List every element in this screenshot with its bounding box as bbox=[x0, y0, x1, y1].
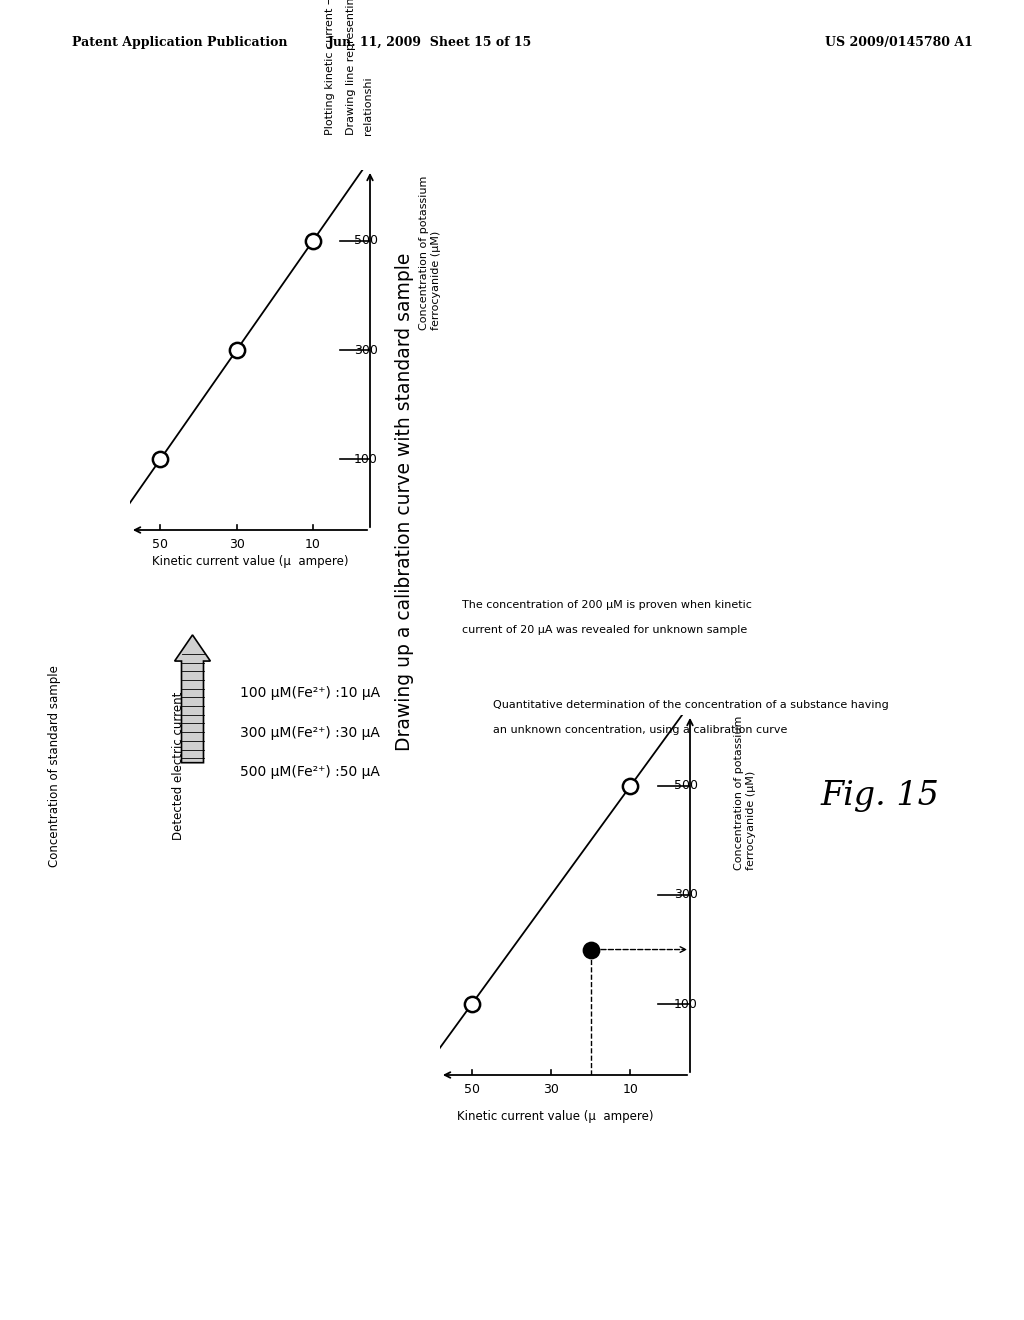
Text: 100: 100 bbox=[674, 998, 698, 1011]
Text: Drawing line representing: Drawing line representing bbox=[346, 0, 355, 135]
Text: 50: 50 bbox=[464, 1084, 480, 1096]
Text: 10: 10 bbox=[305, 539, 321, 552]
Text: relationshi: relationshi bbox=[362, 77, 373, 135]
Text: 300: 300 bbox=[674, 888, 698, 902]
Text: US 2009/0145780 A1: US 2009/0145780 A1 bbox=[825, 36, 973, 49]
Text: Fig. 15: Fig. 15 bbox=[820, 780, 939, 812]
Text: 100 μM(Fe²⁺) :10 μA: 100 μM(Fe²⁺) :10 μA bbox=[240, 686, 380, 700]
Text: Concentration of potassium
ferrocyanide (μM): Concentration of potassium ferrocyanide … bbox=[419, 176, 440, 330]
Text: Detected electric current: Detected electric current bbox=[171, 692, 184, 840]
Text: Kinetic current value (μ  ampere): Kinetic current value (μ ampere) bbox=[152, 554, 348, 568]
Text: current of 20 μA was revealed for unknown sample: current of 20 μA was revealed for unknow… bbox=[462, 624, 748, 635]
Text: 30: 30 bbox=[228, 539, 245, 552]
Text: 300 μM(Fe²⁺) :30 μA: 300 μM(Fe²⁺) :30 μA bbox=[240, 726, 380, 739]
Text: Kinetic current value (μ  ampere): Kinetic current value (μ ampere) bbox=[457, 1110, 653, 1123]
Text: 500: 500 bbox=[674, 779, 698, 792]
Text: 100: 100 bbox=[353, 453, 378, 466]
Text: Concentration of potassium
ferrocyanide (μM): Concentration of potassium ferrocyanide … bbox=[734, 715, 756, 870]
Text: Drawing up a calibration curve with standard sample: Drawing up a calibration curve with stan… bbox=[395, 252, 415, 751]
FancyArrow shape bbox=[175, 635, 210, 763]
Text: Quantitative determination of the concentration of a substance having: Quantitative determination of the concen… bbox=[493, 700, 889, 710]
Text: Patent Application Publication: Patent Application Publication bbox=[72, 36, 287, 49]
Text: an unknown concentration, using a calibration curve: an unknown concentration, using a calibr… bbox=[493, 725, 787, 735]
Text: The concentration of 200 μM is proven when kinetic: The concentration of 200 μM is proven wh… bbox=[462, 601, 752, 610]
Text: 500: 500 bbox=[353, 235, 378, 247]
Text: 10: 10 bbox=[623, 1084, 638, 1096]
Text: 30: 30 bbox=[543, 1084, 559, 1096]
Text: Jun. 11, 2009  Sheet 15 of 15: Jun. 11, 2009 Sheet 15 of 15 bbox=[328, 36, 532, 49]
Text: 500 μM(Fe²⁺) :50 μA: 500 μM(Fe²⁺) :50 μA bbox=[240, 766, 380, 779]
Text: 300: 300 bbox=[353, 343, 378, 356]
Text: Concentration of standard sample: Concentration of standard sample bbox=[48, 665, 61, 866]
Text: Plotting kinetic current →: Plotting kinetic current → bbox=[326, 0, 335, 135]
Text: 50: 50 bbox=[153, 539, 169, 552]
